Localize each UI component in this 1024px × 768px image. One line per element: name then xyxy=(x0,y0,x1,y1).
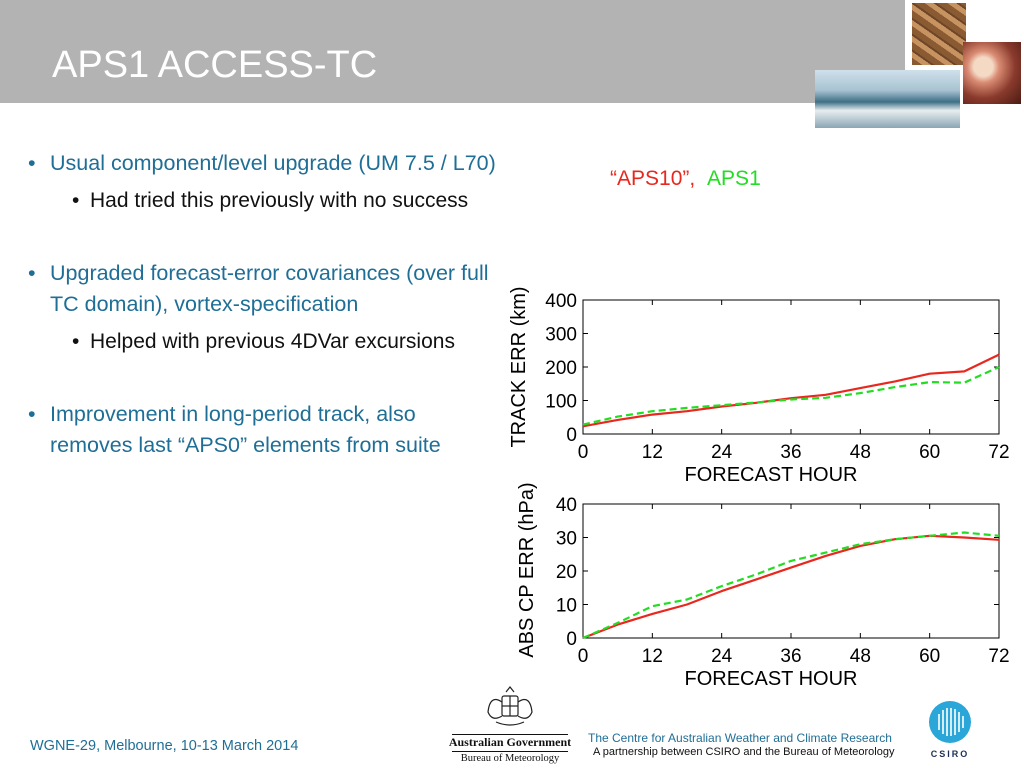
x-tick-label: 0 xyxy=(578,646,589,667)
bullet-text: Usual component/level upgrade (UM 7.5 / … xyxy=(50,151,496,175)
y-axis-label: TRACK ERR (km) xyxy=(508,286,530,447)
csiro-text: CSIRO xyxy=(930,749,970,759)
x-tick-label: 36 xyxy=(780,646,801,667)
x-tick-label: 72 xyxy=(988,442,1009,463)
x-axis-label: FORECAST HOUR xyxy=(685,464,858,486)
series-line-aps1 xyxy=(582,365,1000,426)
y-tick-label: 0 xyxy=(566,629,577,650)
gov-logo: Australian Government Bureau of Meteorol… xyxy=(448,684,572,764)
bullet-text: Improvement in long-period track, also r… xyxy=(50,402,441,457)
y-tick-label: 40 xyxy=(556,495,577,516)
bullet-item: • Improvement in long-period track, also … xyxy=(28,402,441,457)
event-footer: WGNE-29, Melbourne, 10-13 March 2014 xyxy=(30,738,299,754)
csiro-emblem-icon xyxy=(929,701,971,743)
y-axis-label: ABS CP ERR (hPa) xyxy=(516,482,538,657)
series-line-aps10 xyxy=(582,353,1000,428)
x-tick-label: 60 xyxy=(919,646,940,667)
legend-aps10: “APS10”, xyxy=(610,167,696,190)
y-tick-label: 20 xyxy=(556,562,577,583)
coat-of-arms-icon xyxy=(487,686,533,726)
y-tick-label: 0 xyxy=(566,425,577,446)
x-tick-label: 0 xyxy=(578,442,589,463)
series-line-aps10 xyxy=(582,534,1000,640)
x-tick-label: 12 xyxy=(642,442,663,463)
csiro-logo: CSIRO xyxy=(925,700,975,762)
sub-bullet-text: Helped with previous 4DVar excursions xyxy=(90,330,455,353)
plot-frame xyxy=(582,299,1000,435)
x-tick-label: 48 xyxy=(850,442,871,463)
cracked-earth-photo xyxy=(912,3,966,65)
y-tick-label: 300 xyxy=(545,325,577,346)
gov-line1: Australian Government xyxy=(448,735,572,749)
slide-title: APS1 ACCESS-TC xyxy=(52,44,378,86)
sub-bullet-item: • Had tried this previously with no succe… xyxy=(72,189,469,212)
y-tick-label: 10 xyxy=(556,596,577,617)
x-tick-label: 36 xyxy=(780,442,801,463)
bullet-item: • Usual component/level upgrade (UM 7.5 /… xyxy=(28,151,496,175)
x-axis-label: FORECAST HOUR xyxy=(685,668,858,690)
x-tick-label: 72 xyxy=(988,646,1009,667)
legend-aps1: APS1 xyxy=(707,167,761,190)
y-tick-label: 400 xyxy=(545,291,577,312)
title-bar: APS1 ACCESS-TC xyxy=(0,0,905,103)
chart-1: 0 100 200 300 400 0 12 24 36 48 60 72 FORECAST HOUR T… xyxy=(508,286,1010,486)
bullet-item: • Upgraded forecast-error covariances (ov… xyxy=(28,261,489,316)
plot-frame xyxy=(582,503,1000,639)
y-tick-label: 100 xyxy=(545,392,577,413)
series-line-aps1 xyxy=(582,531,1000,640)
y-tick-label: 30 xyxy=(556,529,577,550)
gov-line2: Bureau of Meteorology xyxy=(460,753,560,764)
sub-bullet-text: Had tried this previously with no succes… xyxy=(90,189,469,212)
ocean-wave-photo xyxy=(815,70,960,128)
bullet-text: Upgraded forecast-error covariances (ove… xyxy=(50,261,489,316)
y-tick-label: 200 xyxy=(545,358,577,379)
chart-2: 0 10 20 30 40 0 12 24 36 48 60 72 FORECAST HOUR ABS C… xyxy=(516,482,1010,690)
sub-bullet-item: • Helped with previous 4DVar excursions xyxy=(72,330,455,353)
bullet-list: • Usual component/level upgrade (UM 7.5 /… xyxy=(28,148,498,461)
partnership-text: A partnership between CSIRO and the Bure… xyxy=(593,746,895,758)
chart-legend: “APS10”, APS1 xyxy=(610,167,761,191)
x-tick-label: 12 xyxy=(642,646,663,667)
x-tick-label: 24 xyxy=(711,442,733,463)
centre-name: The Centre for Australian Weather and Cl… xyxy=(588,731,892,745)
x-tick-label: 24 xyxy=(711,646,733,667)
storm-clouds-photo xyxy=(963,42,1021,104)
x-tick-label: 48 xyxy=(850,646,871,667)
x-tick-label: 60 xyxy=(919,442,940,463)
